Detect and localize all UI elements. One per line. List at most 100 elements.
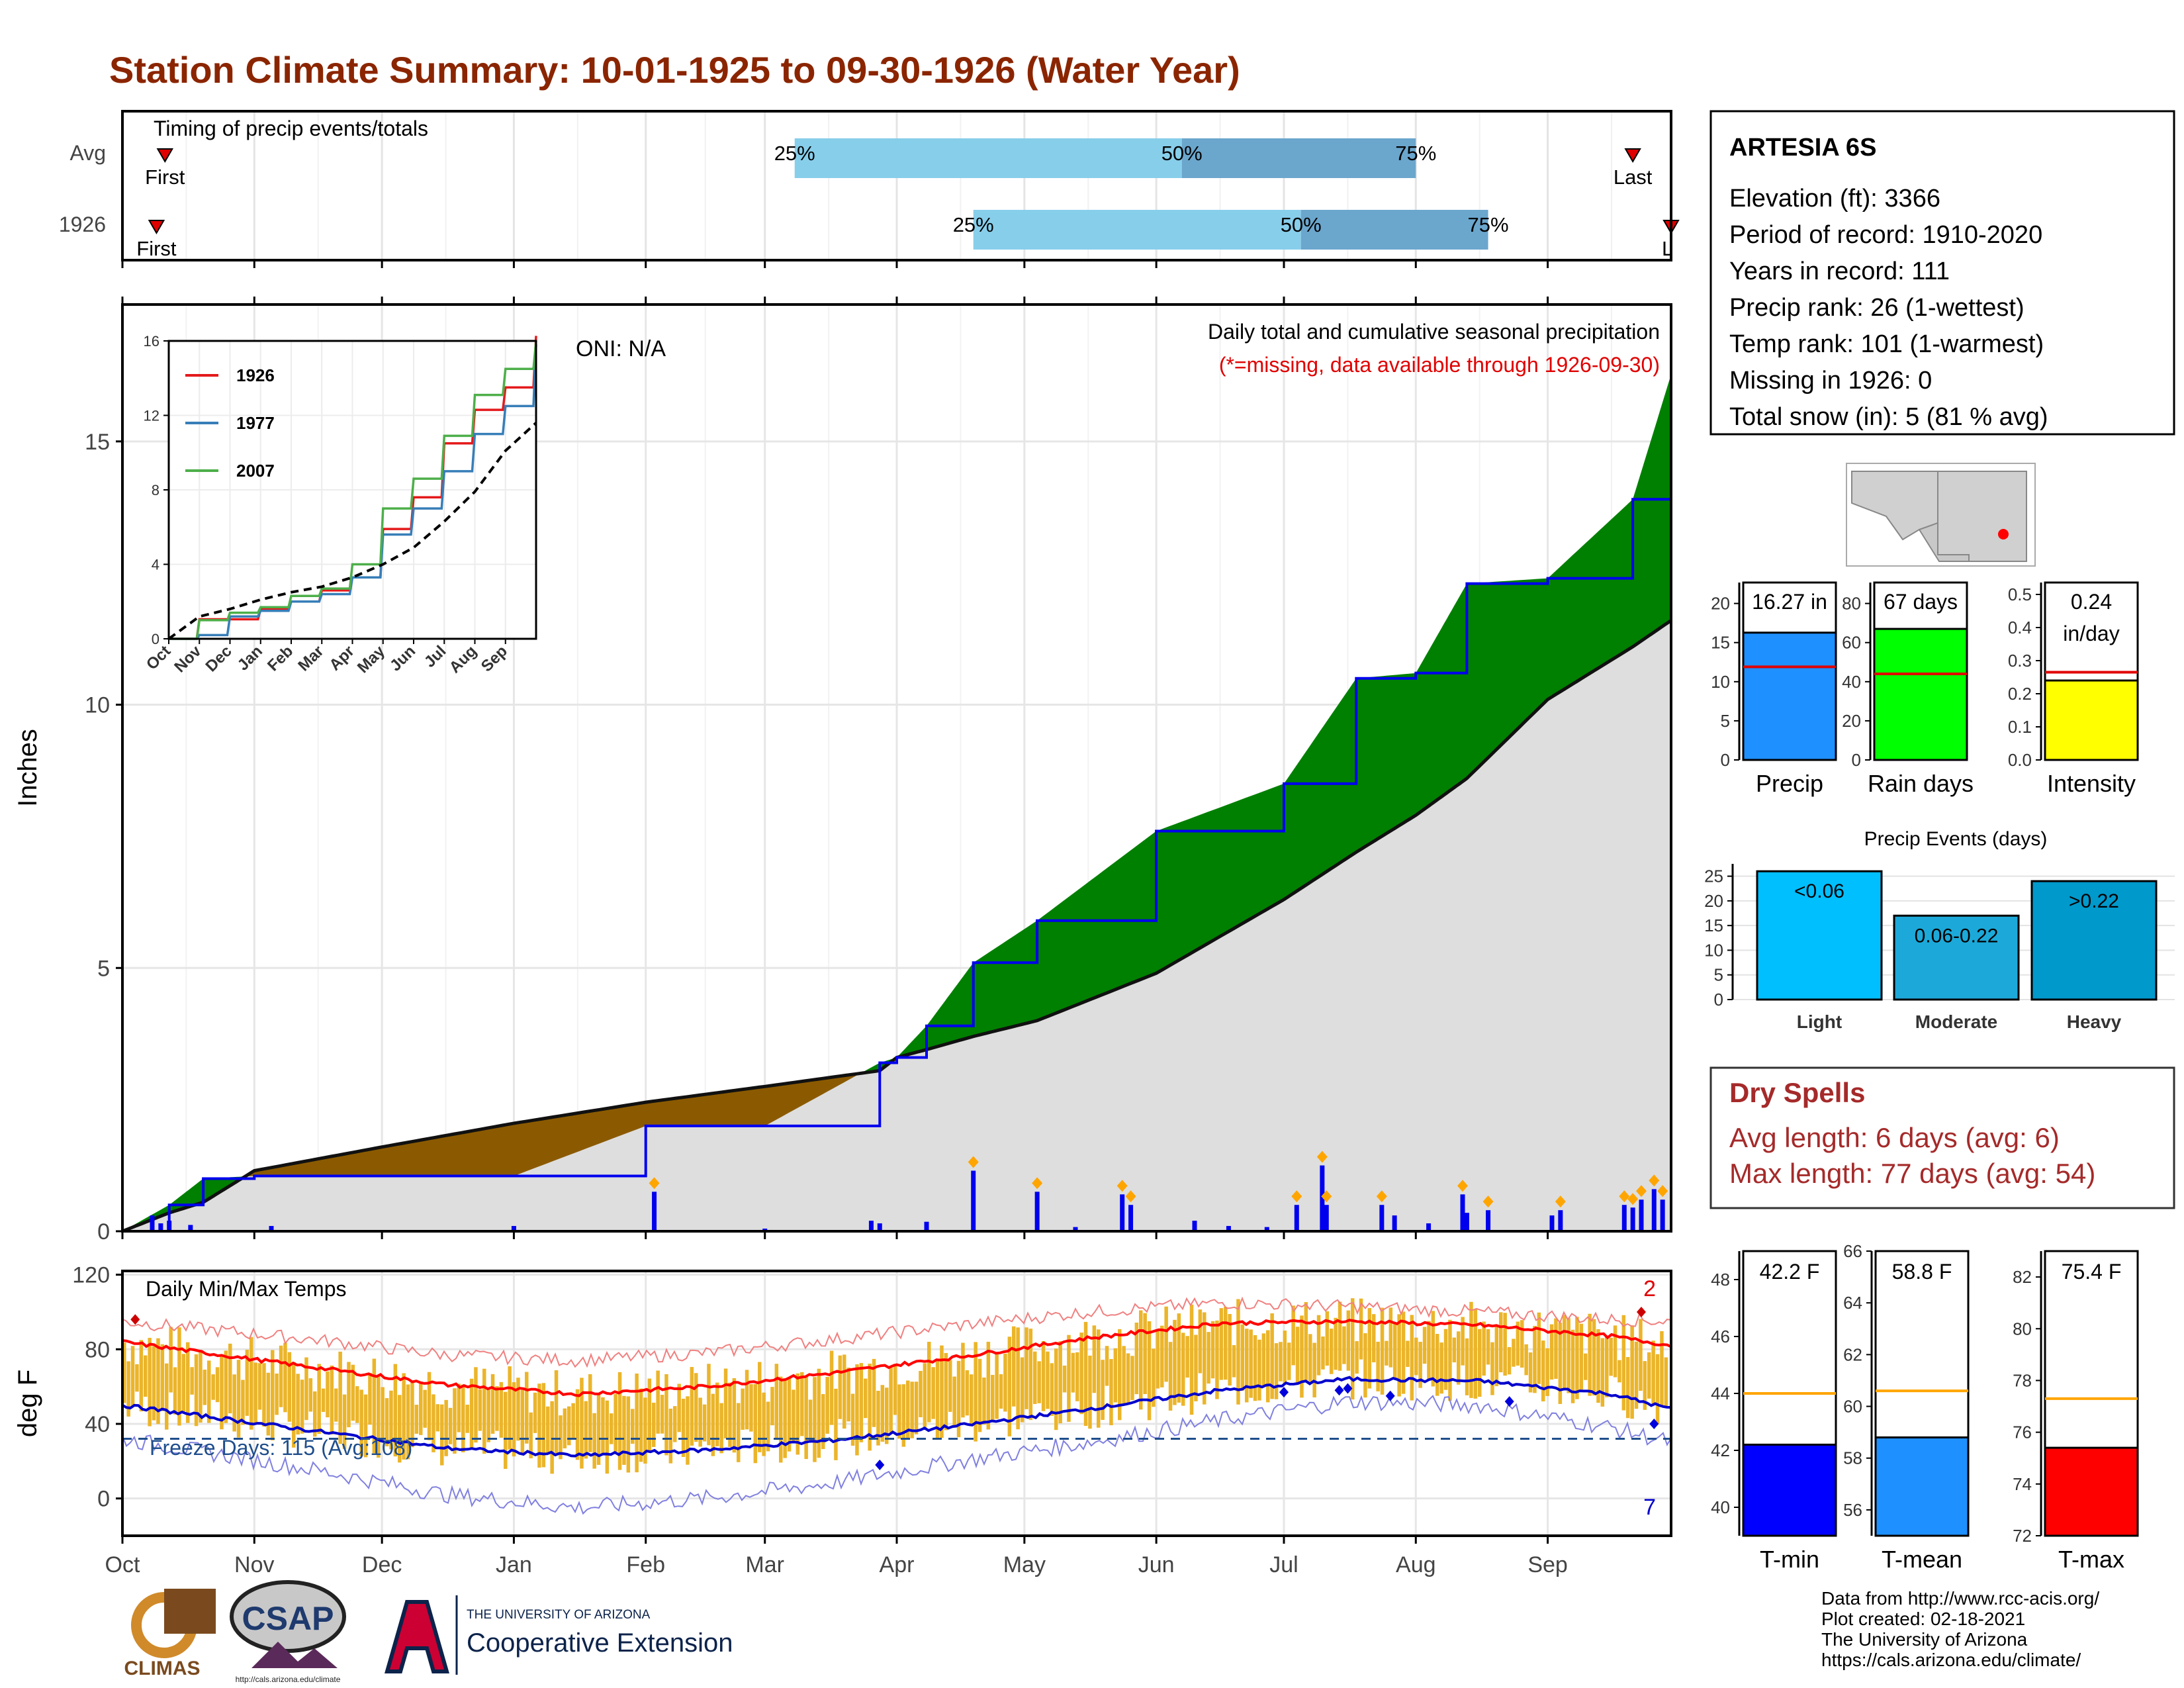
- daily-precip-bar: [971, 1170, 976, 1231]
- daily-temp-bar: [1338, 1301, 1342, 1371]
- daily-temp-bar: [1351, 1298, 1355, 1400]
- summary-value-label: 16.27 in: [1752, 590, 1827, 614]
- summary-bar-1: [1873, 628, 1968, 761]
- summary-tick-label: 0: [1721, 750, 1730, 770]
- avg-cumulative-area: [122, 620, 1671, 1231]
- summary-tick-label: 40: [1842, 672, 1861, 692]
- daily-temp-bar: [1588, 1313, 1592, 1396]
- daily-temp-bar: [1007, 1336, 1012, 1436]
- month-label: Feb: [626, 1552, 665, 1577]
- csap-wordmark: CSAP: [242, 1600, 334, 1637]
- daily-temp-bar: [308, 1378, 313, 1412]
- daily-temp-bar: [643, 1397, 647, 1464]
- daily-temp-bar: [1452, 1337, 1457, 1363]
- temp-ytick-label: 40: [85, 1412, 110, 1437]
- credit-line-1: Data from http://www.rcc-acis.org/: [1821, 1588, 2099, 1609]
- ua-a-mark: [385, 1600, 449, 1673]
- daily-temp-bar: [495, 1386, 499, 1431]
- daily-temp-bar: [766, 1401, 770, 1452]
- timing-row-label-year: 1926: [59, 212, 106, 236]
- daily-temp-bar: [859, 1363, 864, 1442]
- daily-temp-bar: [774, 1364, 779, 1440]
- daily-temp-bar: [855, 1364, 859, 1456]
- daily-temp-bar: [889, 1366, 893, 1432]
- station-info-line: Precip rank: 26 (1-wettest): [1729, 294, 2025, 322]
- daily-temp-bar: [1427, 1321, 1431, 1380]
- daily-temp-bar: [1363, 1333, 1367, 1398]
- daily-temp-bar: [533, 1392, 537, 1433]
- daily-temp-bar: [779, 1376, 783, 1463]
- daily-temp-bar: [1355, 1341, 1359, 1374]
- month-label: Jan: [496, 1552, 532, 1577]
- daily-temp-bar: [1079, 1333, 1083, 1415]
- summary-tick-label: 0.1: [2008, 717, 2032, 737]
- daily-temp-bar: [253, 1362, 257, 1423]
- temp-summary-tick-label: 40: [1711, 1497, 1730, 1517]
- record-low-marker-6: [1649, 1418, 1659, 1429]
- daily-temp-bar: [1359, 1298, 1363, 1360]
- temp-summary-tick-label: 42: [1711, 1440, 1730, 1460]
- daily-temp-bar: [965, 1370, 970, 1416]
- daily-temp-bar: [1113, 1348, 1118, 1403]
- daily-temp-bar: [1554, 1318, 1558, 1379]
- daily-temp-bar: [203, 1370, 207, 1405]
- daily-temp-bar: [266, 1372, 271, 1436]
- daily-temp-bar: [1012, 1326, 1016, 1407]
- daily-temp-bar: [207, 1360, 211, 1423]
- station-info-line: Period of record: 1910-2020: [1729, 221, 2042, 249]
- daily-temp-bar: [173, 1367, 177, 1415]
- daily-temp-bar: [919, 1370, 923, 1417]
- daily-temp-bar: [1291, 1305, 1295, 1366]
- daily-temp-bar: [698, 1397, 702, 1447]
- daily-temp-bar: [347, 1362, 351, 1428]
- record-high-marker-1: [1637, 1306, 1646, 1317]
- summary-label: Precip: [1756, 770, 1823, 797]
- daily-temp-bar: [363, 1394, 368, 1458]
- precip-missing-note: (*=missing, data available through 1926-…: [1219, 353, 1660, 377]
- daily-temp-bar: [465, 1404, 469, 1433]
- daily-temp-bar: [486, 1387, 490, 1442]
- summary-tick-label: 20: [1842, 711, 1861, 731]
- ua-logo: THE UNIVERSITY OF ARIZONA Cooperative Ex…: [385, 1595, 733, 1675]
- daily-temp-bar: [677, 1383, 681, 1432]
- timing-panel: 25% 50% 75% First Last 25% 50% 75% First Last Tim…: [59, 110, 1680, 261]
- daily-temp-bar: [1626, 1357, 1630, 1419]
- temp-summary-tick-label: 72: [2013, 1526, 2032, 1546]
- daily-precip-marker: [1457, 1180, 1468, 1192]
- first-event-marker: [156, 148, 174, 163]
- daily-temp-bar: [1092, 1325, 1097, 1393]
- daily-temp-bar: [126, 1361, 130, 1417]
- daily-precip-bar: [1324, 1205, 1329, 1231]
- daily-precip-bar: [1464, 1213, 1469, 1231]
- daily-temp-bar: [296, 1374, 300, 1435]
- daily-temp-bar: [1533, 1325, 1537, 1393]
- inset-ytick-label: 12: [144, 408, 159, 424]
- daily-temp-bar: [1600, 1338, 1605, 1407]
- daily-precip-marker: [1321, 1190, 1332, 1203]
- daily-temp-bar: [614, 1393, 617, 1452]
- daily-temp-bar: [617, 1372, 622, 1470]
- daily-precip-marker: [1649, 1174, 1660, 1187]
- daily-temp-bar: [275, 1373, 279, 1415]
- daily-temp-bar: [499, 1382, 504, 1438]
- temp-summary-value-label: 75.4 F: [2062, 1260, 2122, 1284]
- station-location-marker: [1998, 529, 2009, 539]
- daily-temp-bar: [592, 1413, 596, 1469]
- daily-temp-bar: [359, 1389, 363, 1456]
- daily-temp-bar: [868, 1364, 872, 1451]
- daily-temp-bar: [1579, 1323, 1584, 1390]
- daily-temp-bar: [1126, 1353, 1130, 1404]
- daily-temp-bar: [211, 1374, 215, 1400]
- events-bar-heavy: [2030, 880, 2158, 1001]
- inset-ytick-label: 4: [152, 557, 159, 573]
- daily-temp-bar: [512, 1382, 516, 1457]
- daily-temp-bar: [1312, 1342, 1316, 1398]
- daily-temp-bar: [1185, 1336, 1189, 1378]
- daily-temp-bar: [271, 1350, 275, 1440]
- temp-summary-tick-label: 48: [1711, 1270, 1730, 1289]
- daily-temp-bar: [160, 1344, 165, 1411]
- daily-temp-bar: [1401, 1311, 1406, 1394]
- daily-temp-bar: [1245, 1329, 1249, 1403]
